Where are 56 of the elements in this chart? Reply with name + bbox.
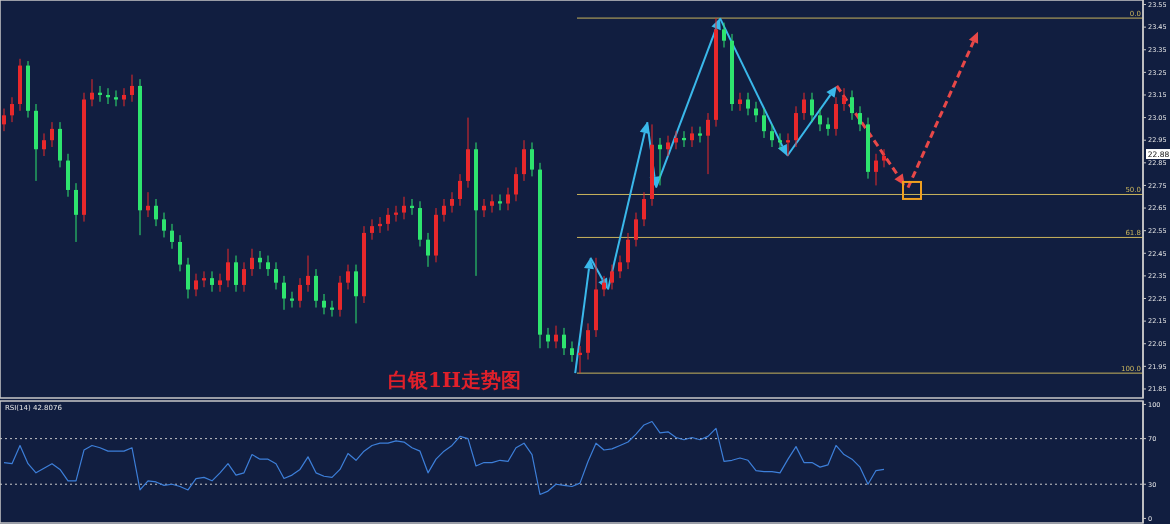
candlestick <box>154 198 158 227</box>
candlestick <box>562 327 566 356</box>
candlestick <box>802 92 806 121</box>
candlestick <box>514 166 518 202</box>
candlestick <box>386 207 390 232</box>
candlestick <box>498 193 502 211</box>
candlestick <box>858 105 862 132</box>
candlestick <box>2 108 6 132</box>
candlestick <box>130 74 134 103</box>
candlestick <box>42 132 46 157</box>
candlestick <box>250 248 254 277</box>
candlestick <box>842 87 846 112</box>
candlestick <box>170 223 174 250</box>
candlestick <box>218 273 222 293</box>
candlestick <box>490 193 494 214</box>
candlestick <box>122 87 126 107</box>
line-series <box>3 420 885 496</box>
candlestick <box>426 232 430 268</box>
candlestick <box>506 187 510 211</box>
candlestick <box>114 89 118 107</box>
candlestick <box>274 261 278 290</box>
candlestick <box>882 148 886 168</box>
candlestick <box>818 108 822 132</box>
candlestick <box>586 322 590 361</box>
candlestick <box>450 191 454 214</box>
candlestick <box>306 255 310 293</box>
candlestick <box>370 218 374 241</box>
candlestick <box>874 153 878 186</box>
candlestick <box>162 212 166 238</box>
candlestick <box>178 234 182 272</box>
candlestick <box>826 117 830 137</box>
candlestick <box>762 108 766 139</box>
candlestick <box>234 255 238 293</box>
candlestick <box>242 261 246 293</box>
candlestick <box>298 277 302 309</box>
candlestick <box>90 78 94 107</box>
candlestick <box>322 293 326 315</box>
candlestick <box>226 248 230 288</box>
candlestick <box>210 270 214 293</box>
candlestick <box>194 273 198 297</box>
candlestick <box>346 264 350 290</box>
candlestick <box>570 340 574 363</box>
candlestick <box>402 196 406 220</box>
candlestick <box>530 141 534 177</box>
candlestick <box>850 89 854 121</box>
annotation: 白银1H走势图 <box>388 368 521 392</box>
candlestick <box>458 173 462 207</box>
candlestick <box>810 92 814 123</box>
candlestick <box>442 198 446 223</box>
candlestick <box>10 96 14 123</box>
candlestick <box>770 123 774 148</box>
candlestick <box>722 22 726 48</box>
candlestick <box>266 255 270 277</box>
candlestick <box>50 121 54 148</box>
candlestick <box>282 275 286 311</box>
candlestick <box>746 92 750 116</box>
